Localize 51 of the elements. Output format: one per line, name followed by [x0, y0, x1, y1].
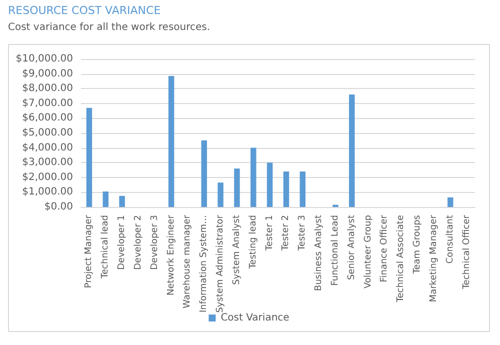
bar — [250, 148, 256, 207]
bar — [283, 171, 290, 207]
x-tick-label: Business Analyst — [314, 214, 324, 291]
y-tick-label: $8,000.00 — [22, 83, 73, 94]
y-tick-label: $7,000.00 — [22, 98, 73, 109]
chart-title: RESOURCE COST VARIANCE — [8, 4, 161, 17]
bar — [168, 76, 174, 207]
x-tick-label: Marketing Manager — [428, 214, 439, 302]
x-tick-label: Project Manager — [84, 214, 94, 288]
x-tick-label: Testing lead — [248, 215, 258, 270]
y-tick-label: $2,000.00 — [22, 172, 73, 183]
x-tick-label: Warehouse manager — [182, 214, 193, 308]
x-tick-label: Tester 1 — [264, 215, 275, 252]
x-tick-label: Technical Associate — [396, 214, 406, 304]
y-tick-label: $1,000.00 — [22, 186, 73, 198]
x-tick-label: Information System… — [199, 215, 210, 313]
x-tick-label: Volunteer Group — [363, 214, 374, 288]
bar — [119, 196, 125, 207]
x-tick-label: Functional Lead — [330, 215, 340, 286]
y-tick-label: $10,000.00 — [16, 54, 73, 64]
x-tick-label: Team Groups — [412, 214, 423, 275]
x-tick-label: Developer 2 — [133, 215, 144, 270]
bar — [234, 168, 240, 207]
x-tick-label: Tester 3 — [298, 215, 308, 252]
y-tick-label: $9,000.00 — [22, 68, 73, 80]
x-tick-label: Senior Analyst — [346, 214, 357, 280]
bar — [266, 162, 273, 207]
x-tick-label: System Analyst — [232, 214, 242, 285]
bar — [448, 197, 454, 207]
bar — [218, 182, 224, 207]
x-tick-label: System Administrator — [216, 214, 226, 313]
bar — [86, 108, 92, 207]
y-tick-label: $4,000.00 — [22, 142, 73, 154]
y-tick-label: $3,000.00 — [22, 157, 73, 168]
y-tick-label: $6,000.00 — [22, 112, 73, 124]
bar — [300, 171, 306, 207]
legend-label: Cost Variance — [220, 312, 290, 324]
x-tick-label: Technical lead — [100, 215, 111, 280]
x-tick-label: Consultant — [445, 214, 456, 264]
y-tick-label: $0.00 — [44, 202, 73, 212]
y-tick-label: $5,000.00 — [22, 128, 73, 138]
x-tick-label: Developer 3 — [150, 215, 160, 270]
bar — [349, 94, 355, 207]
bar — [201, 140, 207, 207]
chart-subtitle: Cost variance for all the work resources. — [8, 22, 210, 33]
x-tick-label: Finance Officer — [380, 214, 390, 282]
x-tick-label: Network Engineer — [166, 214, 176, 296]
x-tick-label: Tester 2 — [281, 215, 292, 252]
x-tick-label: Technical Officer — [462, 214, 472, 290]
bar — [102, 191, 108, 207]
x-tick-label: Developer 1 — [117, 215, 128, 270]
